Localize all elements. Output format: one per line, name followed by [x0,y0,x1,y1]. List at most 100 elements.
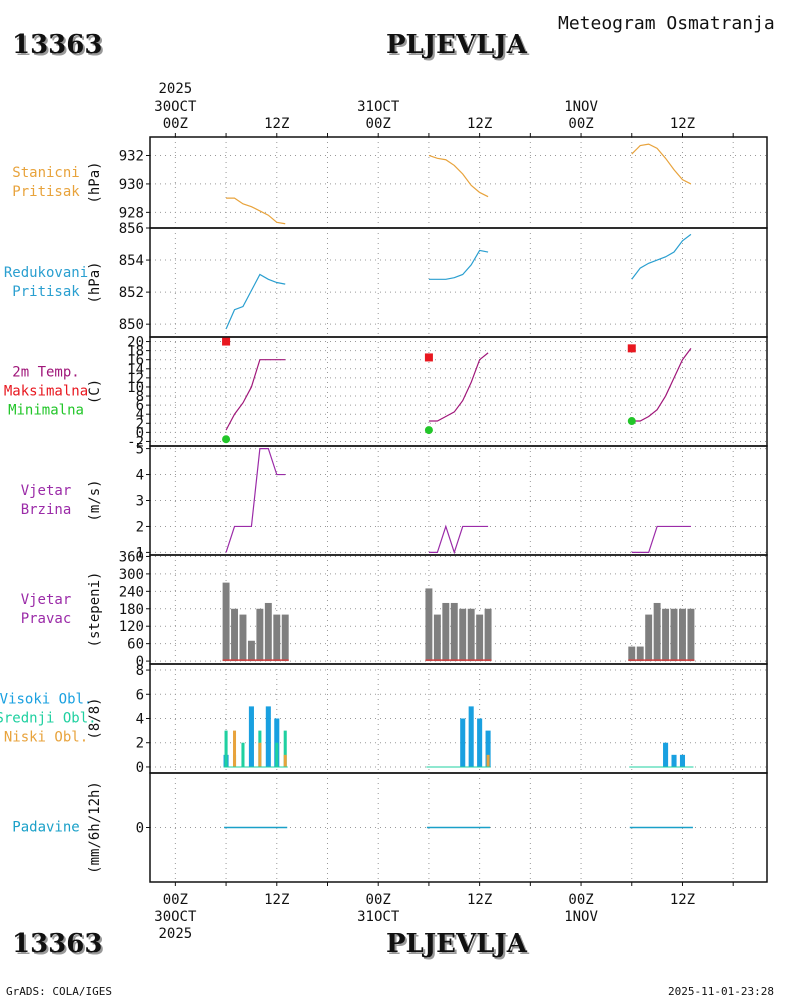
panel-label: Pravac [21,611,72,627]
panel-label: Vjetar [21,483,72,499]
bottom-time-label: 31OCT [357,909,400,925]
y-tick-label: 2 [136,416,144,432]
unit-label: (m/s) [87,479,103,521]
cloud-high-bar [265,706,271,767]
panel-label: Redukovani [4,265,88,281]
y-tick-label: 2 [136,736,144,752]
top-time-label: 12Z [264,116,289,132]
cloud-low-bar [233,730,237,767]
footer-credit: GrADS: COLA/IGES [6,985,112,998]
unit-label: (hPa) [87,161,103,203]
panel-label: Padavine [12,820,79,836]
series-line [225,359,286,431]
y-tick-label: 856 [119,221,144,237]
y-tick-label: 180 [119,602,144,618]
direction-bar [679,608,686,662]
bottom-time-label: 00Z [366,892,391,908]
bottom-time-label: 1NOV [564,909,598,925]
y-tick-label: 0 [136,760,144,776]
direction-bar [425,588,433,662]
panel-label: Pritisak [12,184,80,200]
y-tick-label: 6 [136,398,144,414]
direction-bar [459,608,467,662]
series-line [225,447,286,553]
max-temp-marker [424,353,433,362]
footer-timestamp: 2025-11-01-23:28 [668,985,774,998]
cloud-high-bar [663,742,669,767]
direction-bar [476,614,484,662]
direction-bar [467,608,475,662]
direction-bar [450,602,458,662]
cloud-high-bar [468,706,474,767]
panel-frame [149,136,768,229]
y-tick-label: 4 [136,407,144,423]
y-tick-label: 360 [119,549,144,565]
top-time-label: 00Z [366,116,391,132]
bottom-time-label: 00Z [163,892,188,908]
y-tick-label: 14 [127,362,144,378]
series-line [428,154,489,198]
station-name: PLJEVLJA [386,30,527,60]
y-tick-label: 1 [136,545,144,561]
bottom-time-label: 12Z [670,892,695,908]
y-tick-label: 850 [119,317,144,333]
unit-label: (hPa) [87,261,103,303]
cloud-mid-bar [241,742,245,767]
footer-station-name: PLJEVLJA [386,929,527,959]
y-tick-label: -2 [127,434,144,450]
direction-bar [273,614,281,662]
unit-label: (C) [87,379,103,404]
cloud-high-bar [671,754,677,767]
unit-label: (stepeni) [87,572,103,648]
min-temp-marker [222,435,231,444]
station-id: 13363 [12,30,103,60]
cloud-high-bar [485,730,491,767]
cloud-mid-bar [283,730,287,767]
series-line [631,347,692,422]
y-tick-label: 0 [136,821,144,837]
top-time-label: 30OCT [154,99,197,115]
direction-bar [281,614,289,662]
y-tick-label: 0 [136,654,144,670]
direction-bar [687,608,695,662]
bottom-time-label: 30OCT [154,909,197,925]
direction-bar [484,608,492,662]
y-tick-label: 300 [119,567,144,583]
panel-label: 2m Temp. [12,365,79,381]
series-line [428,352,489,422]
direction-bar [645,614,653,662]
bottom-time-label: 12Z [467,892,492,908]
panel-label: Vjetar [21,592,72,608]
y-tick-label: 16 [127,353,144,369]
max-temp-marker [222,337,231,346]
top-time-label: 00Z [568,116,593,132]
direction-bar [653,602,661,662]
panel-frame [149,772,768,883]
cloud-mid-bar [224,730,228,767]
direction-bar [628,646,636,662]
unit-label: (mm/6h/12h) [87,781,103,874]
panel-label: Srednji Obl. [0,711,97,727]
bottom-time-label: 12Z [264,892,289,908]
y-tick-label: 240 [119,584,144,600]
top-time-label: 00Z [163,116,188,132]
direction-bar [264,602,272,662]
footer-station-id: 13363 [12,929,103,959]
direction-bar [442,602,450,662]
cloud-low-bar [258,742,262,767]
y-tick-label: 928 [119,205,144,221]
y-tick-label: 10 [127,380,144,396]
panel-label: Brzina [21,502,72,518]
series-line [428,249,489,280]
cloud-low-bar [486,754,490,767]
max-temp-marker [627,344,636,353]
min-temp-marker [424,426,433,435]
direction-bar [670,608,678,662]
panel-frame [149,227,768,338]
direction-bar [231,608,238,662]
y-tick-label: 6 [136,687,144,703]
top-time-label: 12Z [467,116,492,132]
panel-label: Stanicni [12,165,79,181]
top-time-label: 12Z [670,116,695,132]
